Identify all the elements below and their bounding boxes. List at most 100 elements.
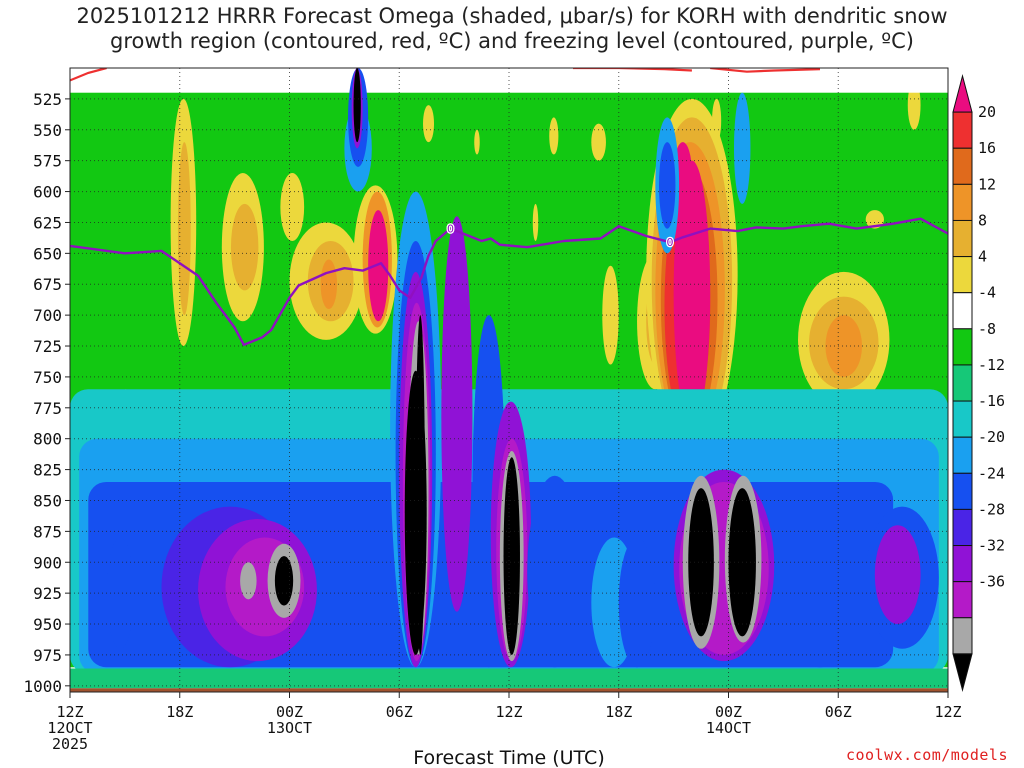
colorbar-label: -36	[978, 573, 1005, 591]
colorbar-label: 8	[978, 211, 987, 229]
freezing-level-line	[70, 217, 948, 346]
omega-region-black	[274, 556, 294, 606]
ground-strip	[70, 688, 948, 692]
colorbar-swatch-gold	[952, 219, 973, 258]
y-tick-label: 750	[33, 368, 62, 387]
omega-region-yellow	[712, 98, 722, 143]
colorbar-label: 20	[978, 103, 996, 121]
colorbar-label: -16	[978, 392, 1005, 410]
y-tick-label: 525	[33, 90, 62, 109]
x-tick-date-label: 13OCT	[267, 719, 312, 737]
y-tick-label: 825	[33, 461, 62, 480]
chart-title: 2025101212 HRRR Forecast Omega (shaded, …	[0, 4, 1024, 54]
y-tick-label: 850	[33, 491, 62, 510]
omega-region-yellow	[549, 117, 559, 155]
ground-surface	[70, 688, 948, 692]
watermark: coolwx.com/models	[845, 746, 1008, 764]
omega-region-blue	[527, 475, 583, 668]
x-tick-year-label: 2025	[52, 735, 88, 753]
omega-region-blue	[658, 142, 676, 229]
colorbar-swatch-teal	[952, 400, 973, 438]
omega-region-black	[503, 457, 520, 655]
y-tick-label: 700	[33, 306, 62, 325]
omega-region-purple	[874, 525, 921, 625]
omega-region-gold	[177, 142, 191, 316]
colorbar-label: -8	[978, 320, 996, 338]
y-tick-label: 575	[33, 152, 62, 171]
x-tick-label: 18Z	[605, 703, 632, 721]
colorbar-swatch-orange_dark	[952, 147, 973, 185]
colorbar-label: -12	[978, 356, 1005, 374]
omega-region-black	[404, 370, 427, 655]
omega-region-yellow	[865, 210, 884, 229]
omega-region-blue	[618, 537, 656, 668]
y-tick-label: 875	[33, 522, 62, 541]
colorbar-swatch-gray	[952, 617, 973, 655]
dgz-contour	[70, 68, 107, 82]
omega-region-cyan	[733, 92, 751, 204]
x-tick-label: 00Z	[276, 703, 303, 721]
colorbar-label: 16	[978, 139, 996, 157]
omega-region-gray	[240, 562, 257, 600]
colorbar-swatch-blue2	[952, 508, 973, 547]
colorbar-swatch-pink	[952, 74, 973, 113]
colorbar-swatch-cyan	[952, 436, 973, 474]
y-tick-label: 925	[33, 584, 62, 603]
colorbar-label: -28	[978, 500, 1005, 518]
y-tick-label: 1000	[23, 677, 62, 696]
omega-region-yellow	[423, 105, 435, 143]
colorbar-label: 12	[978, 175, 996, 193]
omega-region-blue	[783, 500, 857, 668]
colorbar-swatch-blue	[952, 472, 973, 510]
omega-shading	[70, 68, 948, 689]
colorbar-label: -20	[978, 428, 1005, 446]
colorbar-label: -24	[978, 464, 1005, 482]
omega-region-gold	[230, 203, 259, 291]
colorbar-swatch-black	[952, 653, 973, 692]
omega-region-orange	[825, 315, 863, 377]
omega-region-yellow	[532, 203, 539, 241]
colorbar-label: 4	[978, 248, 987, 266]
x-axis-label: Forecast Time (UTC)	[413, 747, 604, 768]
x-tick-label: 12Z	[495, 703, 522, 721]
omega-region-pink	[673, 160, 711, 427]
x-tick-label: 06Z	[825, 703, 852, 721]
omega-region-blue	[106, 537, 135, 649]
dgz-contour	[710, 68, 821, 73]
x-tick-date-label: 14OCT	[706, 719, 751, 737]
x-tick-label: 12Z	[56, 703, 83, 721]
x-tick-date-label: 12OCT	[47, 719, 92, 737]
colorbar-swatch-white	[952, 292, 973, 330]
freezing-level-label: 0	[666, 236, 673, 249]
omega-region-yellow	[474, 129, 480, 155]
y-tick-label: 600	[33, 183, 62, 202]
colorbar-swatch-orange	[952, 183, 973, 221]
chart-title-line2: growth region (contoured, red, ºC) and f…	[110, 29, 914, 53]
colorbar-swatch-purple	[952, 545, 973, 583]
colorbar-label: -32	[978, 537, 1005, 555]
colorbar-swatch-yellow	[952, 256, 973, 294]
y-axis: 525 550 575 600 625 650 675 700 725 750 775 800 825 8…	[23, 90, 70, 696]
y-tick-label: 725	[33, 337, 62, 356]
omega-region-pink	[368, 210, 389, 322]
y-tick-label: 625	[33, 213, 62, 232]
x-tick-label: 06Z	[386, 703, 413, 721]
omega-region-black	[688, 488, 714, 637]
colorbar-swatch-red	[952, 111, 973, 149]
omega-region-purple	[441, 216, 473, 612]
colorbar-swatch-green2	[952, 364, 973, 402]
omega-region-yellow	[280, 173, 305, 241]
omega-region-yellow	[591, 123, 606, 161]
omega-region-black	[353, 68, 361, 143]
y-tick-label: 800	[33, 430, 62, 449]
dgz-contour	[573, 68, 692, 72]
x-tick-label: 12Z	[934, 703, 961, 721]
x-tick-label: 18Z	[166, 703, 193, 721]
colorbar-swatch-green	[952, 328, 973, 366]
y-tick-label: 775	[33, 399, 62, 418]
x-tick-label: 00Z	[715, 703, 742, 721]
y-tick-label: 650	[33, 244, 62, 263]
colorbar-label: -4	[978, 284, 996, 302]
